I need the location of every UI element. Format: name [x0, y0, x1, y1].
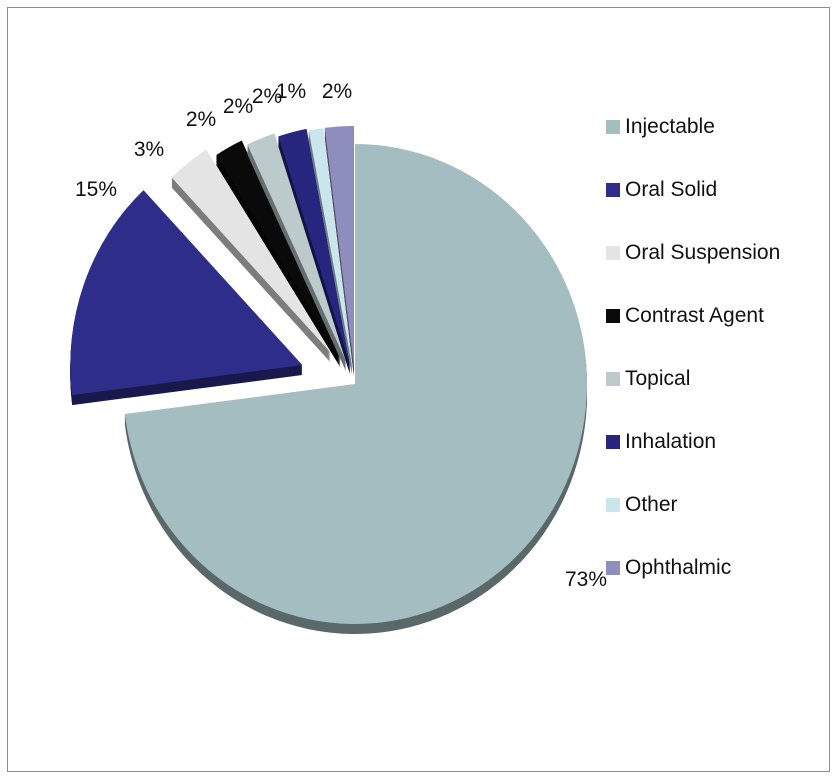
pie-slice-top [278, 128, 351, 365]
legend-label: Oral Solid [625, 178, 717, 201]
pie-label-inhalation: 2% [252, 85, 282, 108]
legend: Injectable Oral Solid Oral Suspension Contr… [606, 115, 780, 579]
pie-slice-inhalation [278, 128, 351, 375]
legend-item-oral-solid: Oral Solid [606, 178, 717, 201]
legend-label: Inhalation [625, 430, 716, 453]
pie-label-oral-solid: 15% [75, 178, 117, 201]
pie-slice-top [247, 133, 347, 362]
pie-slice-injectable [124, 144, 588, 634]
pie-label-injectable: 73% [565, 568, 607, 591]
legend-label: Oral Suspension [625, 241, 780, 264]
pie-slice-other [308, 128, 353, 377]
legend-item-other: Other [606, 493, 678, 516]
pie-slice-topical [247, 133, 347, 372]
pie-slice-ophthalmic [324, 126, 354, 377]
legend-swatch [606, 372, 620, 386]
pie-label-other: 1% [276, 80, 306, 103]
pie-labels: 73%15%3%2%2%2%1% 2% [75, 80, 607, 591]
pie-label-topical: 2% [223, 95, 253, 118]
legend-item-ophthalmic: Ophthalmic [606, 556, 731, 579]
legend-item-oral-suspension: Oral Suspension [606, 241, 780, 264]
legend-swatch [606, 435, 620, 449]
legend-swatch [606, 498, 620, 512]
legend-swatch [606, 309, 620, 323]
legend-label: Ophthalmic [625, 556, 731, 579]
legend-item-contrast-agent: Contrast Agent [606, 304, 764, 327]
pie-slice-top [124, 144, 588, 624]
pie-slice-oral-solid [70, 190, 303, 406]
legend-label: Topical [625, 367, 690, 390]
pie-slice-top [308, 128, 353, 367]
pie-slice-top [171, 149, 331, 353]
legend-label: Injectable [625, 115, 715, 138]
legend-item-inhalation: Inhalation [606, 430, 716, 453]
pie-slice-top [70, 190, 303, 396]
pie-label-oral-suspension: 3% [134, 138, 164, 161]
pie-slice-oral-suspension [171, 149, 331, 363]
pie-label-ophthalmic: 2% [322, 80, 352, 103]
legend-swatch [606, 246, 620, 260]
legend-swatch [606, 183, 620, 197]
pie-slice-contrast-agent [216, 140, 341, 368]
legend-swatch [606, 561, 620, 575]
pie-label-contrast-agent: 2% [186, 108, 216, 131]
pie-slice-top [216, 140, 341, 358]
legend-label: Contrast Agent [625, 304, 764, 327]
legend-label: Other [625, 493, 678, 516]
pie-slice-top [324, 126, 354, 367]
legend-item-injectable: Injectable [606, 115, 715, 138]
legend-swatch [606, 120, 620, 134]
chart-frame: 73% 15% 3% 2% 2% 2% 1% 2% Injectable Oral Solid O… [7, 7, 830, 772]
pie-slices [70, 126, 588, 634]
legend-item-topical: Topical [606, 367, 690, 390]
